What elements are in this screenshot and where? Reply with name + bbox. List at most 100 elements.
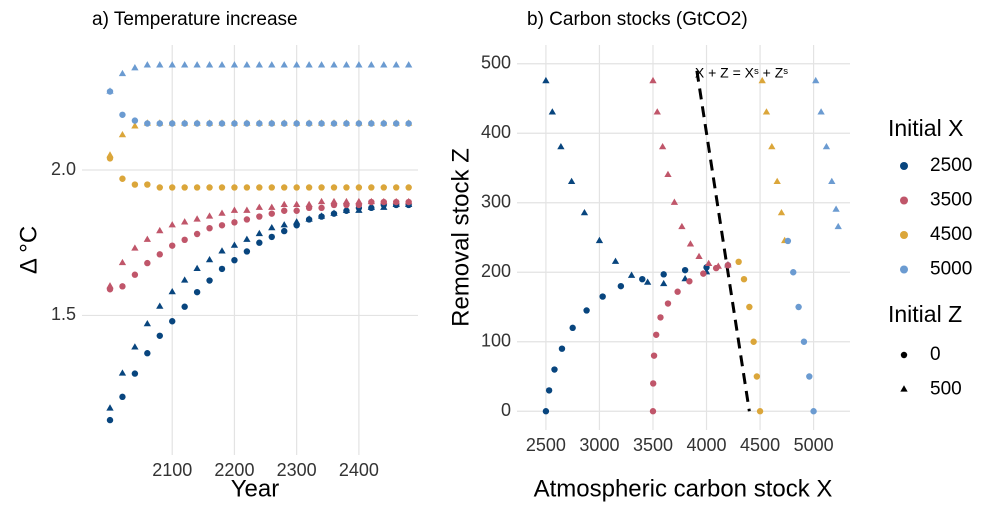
circle-marker [281,184,288,191]
triangle-marker [131,244,139,251]
circle-marker [181,236,188,244]
triangle-marker [218,247,226,254]
triangle-marker [355,197,363,205]
triangle-marker [548,108,556,115]
circle-marker [735,258,742,266]
triangle-marker [758,76,766,84]
circle-marker [144,350,151,357]
triangle-marker [118,258,127,266]
legend-label: 5000 [930,259,972,280]
y-tick-label: 400 [481,122,511,142]
circle-marker [686,278,693,285]
triangle-marker [660,279,668,287]
triangle-marker [330,61,338,68]
triangle-marker [355,61,363,68]
circle-marker [305,120,313,127]
circle-marker [657,314,664,321]
circle-marker [243,216,251,223]
triangle-marker [280,221,288,228]
circle-marker [169,242,176,249]
triangle-marker [293,61,301,68]
triangle-marker [106,404,114,411]
circle-marker [206,184,213,191]
reference-line [695,70,751,412]
circle-marker [650,352,658,359]
triangle-marker [367,203,375,210]
circle-marker [405,184,412,191]
circle-marker [558,345,566,352]
triangle-marker [342,197,351,205]
triangle-marker [664,170,672,178]
circle-marker [181,120,188,127]
circle-marker [144,259,151,267]
circle-marker [231,184,238,191]
x-tick-label: 3500 [633,435,673,455]
triangle-marker [380,197,388,205]
triangle-marker [777,208,786,216]
triangle-marker [131,64,139,71]
circle-marker [193,120,201,127]
circle-marker [355,184,363,191]
triangle-marker [243,235,251,242]
circle-marker [156,332,163,339]
triangle-marker [106,282,114,289]
triangle-marker [106,87,114,94]
x-axis-label: Year [231,475,280,502]
circle-marker [355,120,363,127]
circle-marker [649,380,657,387]
x-axis-label: Atmospheric carbon stock X [534,475,833,502]
triangle-marker [317,197,326,205]
circle-marker [243,184,251,191]
triangle-marker [567,177,576,185]
triangle-marker [834,222,842,230]
triangle-marker [542,76,550,84]
circle-marker [380,120,387,127]
circle-marker [193,184,201,191]
y-tick-label: 1.5 [51,304,76,324]
triangle-marker [280,200,288,208]
circle-marker [243,248,251,255]
triangle-marker [181,61,189,68]
circle-marker [106,416,114,424]
y-tick-label: 500 [481,53,511,73]
circle-marker [800,338,808,345]
circle-marker [256,213,263,220]
triangle-marker [230,61,239,68]
circle-marker [330,120,338,127]
circle-marker [318,204,325,212]
triangle-marker [193,61,201,68]
triangle-marker [643,278,652,285]
circle-marker [119,175,126,182]
legend-label: 2500 [930,155,972,176]
circle-marker [218,222,226,229]
circle-marker [900,351,908,359]
triangle-marker [595,236,604,244]
triangle-marker [255,61,263,68]
circle-marker [380,184,387,191]
triangle-marker [678,222,686,230]
triangle-marker [695,252,703,260]
x-tick-label: 5000 [794,435,834,455]
y-tick-label: 300 [481,192,511,212]
circle-marker [583,307,590,314]
circle-marker [156,251,163,258]
y-tick-label: 2.0 [51,159,76,179]
triangle-marker [828,177,836,185]
triangle-marker [380,61,388,68]
circle-marker [343,120,350,127]
y-axis-label: Removal stock Z [447,148,474,327]
circle-marker [218,265,226,273]
triangle-marker [181,218,189,225]
circle-marker [256,184,263,191]
triangle-marker [118,369,127,376]
triangle-marker [143,235,151,242]
circle-marker [144,181,151,188]
circle-marker [119,393,126,401]
circle-marker [681,266,689,274]
triangle-marker [131,343,139,350]
circle-marker [256,120,263,127]
x-tick-label: 2500 [526,435,566,455]
circle-marker [599,293,606,300]
circle-marker [131,181,139,188]
